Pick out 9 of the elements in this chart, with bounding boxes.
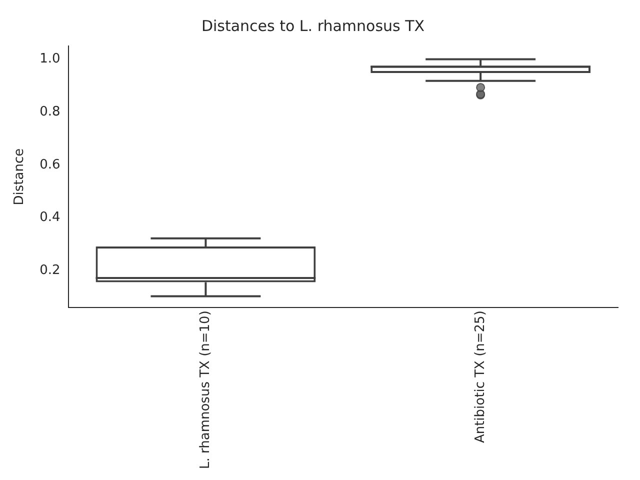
x-tick-label: L. rhamnosus TX (n=10): [198, 310, 214, 470]
chart-title: Distances to L. rhamnosus TX: [201, 16, 425, 35]
x-tick-label: Antibiotic TX (n=25): [472, 310, 488, 444]
y-tick-label: 0.2: [40, 262, 60, 278]
y-tick-label: 1.0: [40, 52, 60, 67]
y-axis-title: Distance: [12, 148, 28, 206]
y-tick-label: 0.6: [40, 157, 60, 172]
y-tick-label: 0.8: [40, 104, 60, 120]
y-tick-label: 0.4: [40, 210, 60, 226]
